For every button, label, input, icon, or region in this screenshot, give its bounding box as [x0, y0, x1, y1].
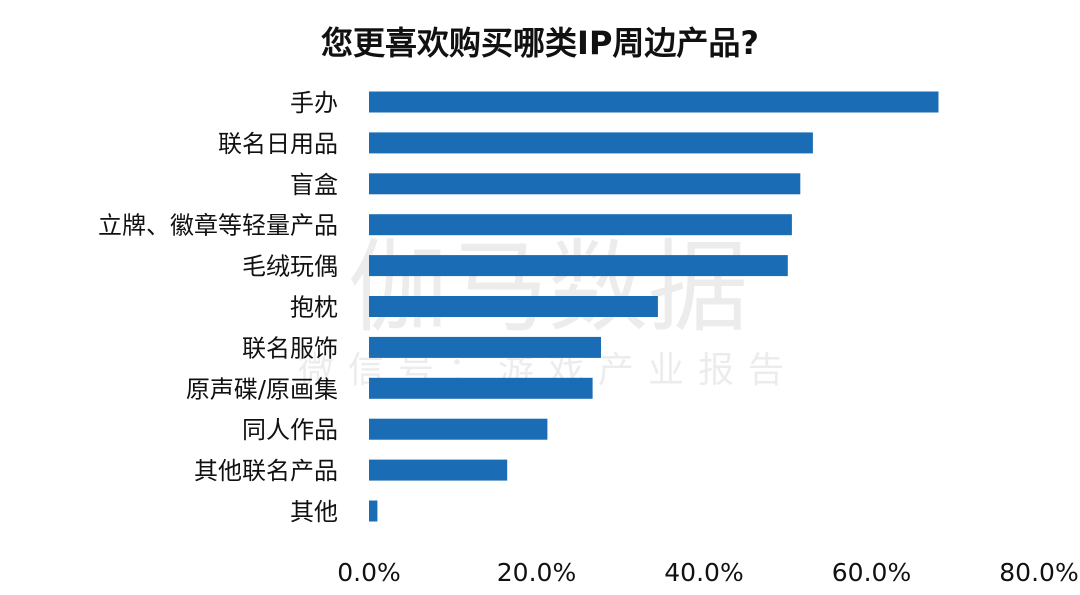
bar: [369, 418, 548, 440]
category-label: 其他联名产品: [194, 457, 338, 485]
bar: [369, 296, 658, 317]
category-label: 手办: [290, 89, 338, 117]
bar: [369, 214, 792, 236]
x-tick-label: 60.0%: [832, 558, 911, 587]
bar: [369, 173, 801, 195]
category-label: 其他: [290, 498, 338, 526]
category-label: 毛绒玩偶: [242, 253, 338, 281]
x-tick-label: 0.0%: [337, 558, 401, 587]
bar: [369, 459, 508, 481]
category-label: 联名服饰: [242, 334, 338, 362]
x-tick-label: 40.0%: [664, 558, 743, 587]
x-tick-label: 80.0%: [999, 558, 1078, 587]
bar: [369, 500, 378, 522]
category-label: 同人作品: [242, 416, 338, 444]
bar: [369, 91, 939, 113]
category-label: 盲盒: [290, 171, 338, 199]
category-label: 联名日用品: [218, 130, 338, 158]
bar: [369, 377, 593, 399]
bar: [369, 132, 813, 154]
x-tick-label: 20.0%: [497, 558, 576, 587]
category-label: 立牌、徽章等轻量产品: [98, 212, 338, 240]
watermark-main: 伽马数据: [348, 229, 748, 346]
bar: [369, 336, 601, 358]
category-label: 原声碟/原画集: [186, 375, 338, 403]
category-label: 抱枕: [290, 294, 338, 322]
bar: [369, 255, 788, 277]
chart-title: 您更喜欢购买哪类IP周边产品?: [321, 24, 759, 62]
